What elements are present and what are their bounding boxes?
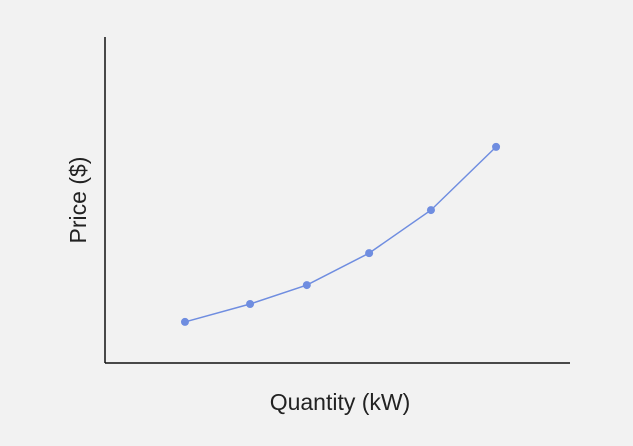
data-point bbox=[302, 281, 311, 290]
data-point bbox=[180, 317, 189, 326]
data-point bbox=[365, 249, 374, 258]
x-axis-label: Quantity (kW) bbox=[270, 389, 411, 415]
series-line bbox=[184, 146, 497, 323]
data-point bbox=[426, 206, 435, 215]
data-point bbox=[492, 142, 501, 151]
data-point bbox=[246, 299, 255, 308]
y-axis-label: Price ($) bbox=[65, 157, 91, 244]
